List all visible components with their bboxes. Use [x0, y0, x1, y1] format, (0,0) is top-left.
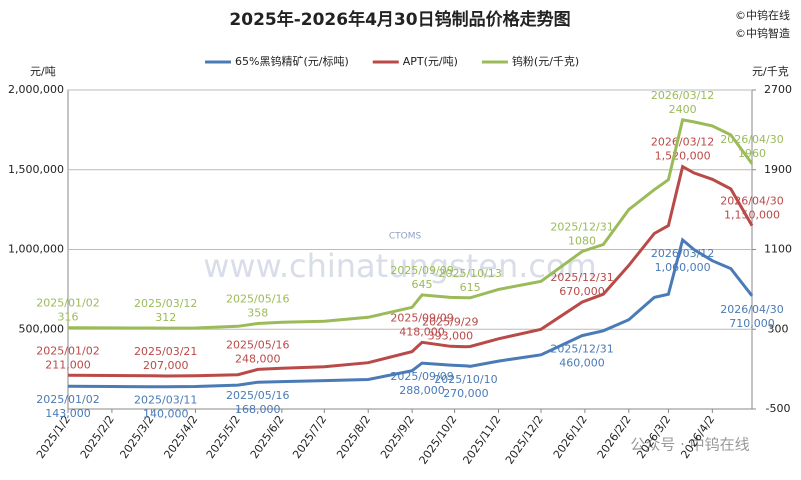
y2-tick-label: 300: [768, 322, 789, 335]
point-label: 2026/03/12: [651, 247, 714, 260]
value-label: 312: [155, 311, 176, 324]
copyright: ©中钨智造: [735, 26, 790, 40]
legend-label: 65%黑钨精矿(元/标吨): [235, 54, 349, 68]
watermark: CTOMS: [389, 232, 422, 242]
y-tick-label: 500,000: [19, 322, 65, 335]
value-label: 358: [247, 306, 268, 319]
value-label: 140,000: [143, 408, 189, 421]
point-label: 2025/03/21: [134, 345, 197, 358]
y-tick-label: 1,000,000: [8, 243, 64, 256]
copyright: ©中钨在线: [735, 8, 790, 22]
series-line: [67, 164, 754, 378]
value-label: 1,150,000: [724, 209, 780, 222]
watermark: 公众号 · 中钨在线: [630, 436, 749, 454]
value-label: 460,000: [559, 357, 605, 370]
point-label: 2025/03/12: [134, 297, 197, 310]
value-label: 670,000: [559, 285, 605, 298]
legend-label: APT(元/吨): [403, 55, 458, 68]
series-line: [67, 118, 754, 330]
point-label: 2026/03/12: [651, 136, 714, 149]
value-label: 211,000: [45, 358, 91, 371]
point-label: 2026/04/30: [720, 195, 783, 208]
value-label: 1960: [738, 147, 766, 160]
y2-unit: 元/千克: [752, 65, 789, 78]
series-line: [67, 237, 754, 389]
point-label: 2026/03/12: [651, 89, 714, 102]
value-label: 710,000: [729, 317, 775, 330]
point-label: 2025/10/13: [438, 267, 501, 280]
point-label: 2025/05/16: [226, 292, 289, 305]
value-label: 645: [412, 278, 433, 291]
point-label: 2025/05/16: [226, 338, 289, 351]
value-label: 1,520,000: [655, 150, 711, 163]
y2-tick-label: 1900: [764, 163, 792, 176]
value-label: 418,000: [399, 325, 445, 338]
point-label: 2025/01/02: [36, 344, 99, 357]
point-label: 2025/09/09: [390, 264, 453, 277]
point-label: 2025/09/09: [390, 370, 453, 383]
point-label: 2025/09/09: [390, 311, 453, 324]
point-label: 2025/10/10: [434, 373, 497, 386]
y2-tick-label: 1100: [764, 243, 792, 256]
value-label: 248,000: [235, 352, 281, 365]
value-label: 288,000: [399, 384, 445, 397]
point-label: 2025/12/31: [550, 343, 613, 356]
y2-tick-label: 2700: [764, 83, 792, 96]
watermark: www.chinatungsten.com: [203, 247, 597, 285]
y-tick-label: 1,500,000: [8, 163, 64, 176]
point-label: 2025/01/02: [36, 297, 99, 310]
value-label: 207,000: [143, 359, 189, 372]
value-label: 168,000: [235, 403, 281, 416]
legend-label: 钨粉(元/千克): [512, 55, 579, 68]
value-label: 2400: [669, 103, 697, 116]
y-unit: 元/吨: [30, 65, 56, 78]
value-label: 316: [58, 311, 79, 324]
point-label: 2026/04/30: [720, 303, 783, 316]
value-label: 615: [460, 281, 481, 294]
point-label: 2025/12/31: [550, 220, 613, 233]
value-label: 1080: [568, 234, 596, 247]
value-label: 393,000: [428, 329, 474, 342]
point-label: 2025/01/02: [36, 393, 99, 406]
point-label: 2025/12/31: [550, 271, 613, 284]
y2-tick-label: -500: [766, 402, 791, 415]
value-label: 1,060,000: [655, 261, 711, 274]
point-label: 2025/05/16: [226, 389, 289, 402]
point-label: 2025/9/29: [422, 315, 478, 328]
point-label: 2026/04/30: [720, 133, 783, 146]
point-label: 2025/03/11: [134, 394, 197, 407]
chart-title: 2025年-2026年4月30日钨制品价格走势图: [229, 9, 570, 30]
value-label: 270,000: [443, 387, 489, 400]
y-tick-label: 2,000,000: [8, 83, 64, 96]
value-label: 143,000: [45, 407, 91, 420]
